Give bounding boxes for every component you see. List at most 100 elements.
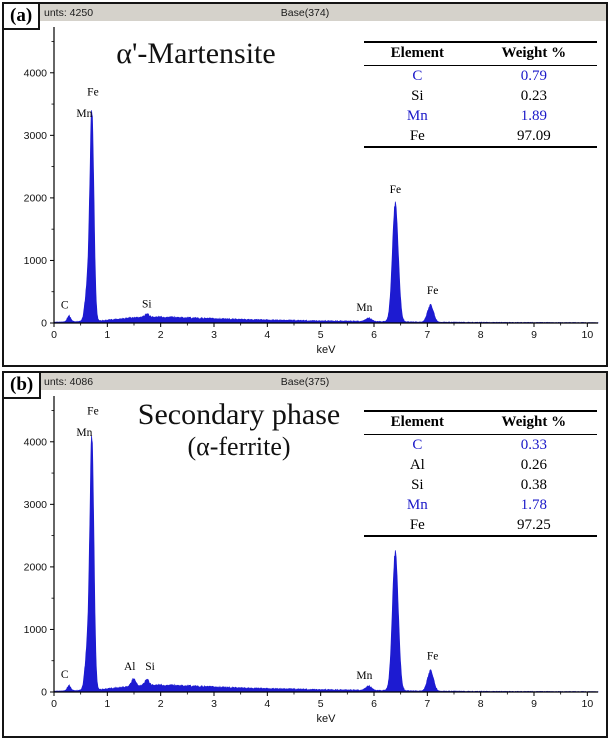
eds-table-row: Mn 1.78 — [364, 495, 597, 515]
element-cell: C — [412, 67, 423, 84]
panel-label-a: (a) — [2, 2, 41, 30]
x-tick-label: 1 — [104, 698, 110, 710]
peak-label: Mn — [356, 302, 372, 314]
x-tick-label: 8 — [478, 329, 484, 341]
peak-label: Mn — [76, 427, 92, 439]
panel-title-b: Secondary phase (α-ferrite) — [74, 398, 404, 461]
peak-label: Fe — [427, 650, 439, 662]
spectrum-header-bar: unts: 4086 Base(375) — [4, 373, 606, 390]
x-tick-label: 9 — [531, 329, 537, 341]
x-tick-label: 0 — [51, 698, 57, 710]
x-tick-label: 10 — [581, 698, 593, 710]
eds-table-row: Si 0.23 — [364, 86, 597, 106]
weight-percent-cell: 0.79 — [520, 67, 547, 84]
element-cell: Al — [409, 456, 425, 473]
y-tick-label: 4000 — [24, 436, 48, 448]
x-tick-label: 2 — [158, 329, 164, 341]
element-column-header: Element — [364, 411, 471, 435]
x-tick-label: 9 — [531, 698, 537, 710]
panel-title-line2: (α-ferrite) — [187, 431, 291, 461]
x-tick-label: 7 — [424, 698, 430, 710]
x-tick-label: 1 — [104, 329, 110, 341]
y-tick-label: 0 — [41, 687, 47, 699]
peak-label: Si — [145, 661, 155, 673]
x-tick-label: 5 — [318, 698, 324, 710]
weight-percent-cell: 1.89 — [520, 107, 547, 124]
weight-percent-cell: 0.23 — [520, 87, 547, 104]
x-axis-title: keV — [317, 344, 337, 356]
weight-percent-cell: 1.78 — [520, 496, 547, 513]
element-cell: Si — [411, 476, 424, 493]
table-header-row: Element Weight % — [364, 411, 597, 435]
weight-column-header: Weight % — [470, 411, 597, 435]
eds-table-row: Fe 97.09 — [364, 126, 597, 147]
y-tick-label: 0 — [41, 318, 47, 330]
y-tick-label: 3000 — [24, 499, 48, 511]
panel-b: (b) unts: 4086 Base(375) 0 1 2 3 4 5 6 7 8 9 10 0 10… — [2, 371, 608, 738]
peak-label: Mn — [356, 670, 372, 682]
eds-table-row: C 0.79 — [364, 66, 597, 87]
x-tick-label: 7 — [424, 329, 430, 341]
y-tick-label: 2000 — [24, 192, 48, 204]
weight-percent-cell: 97.25 — [516, 516, 551, 533]
peak-label: Si — [142, 298, 152, 310]
counts-label: unts: 4250 — [44, 6, 94, 19]
x-tick-label: 4 — [264, 329, 270, 341]
eds-table-row: C 0.33 — [364, 435, 597, 456]
x-tick-label: 6 — [371, 698, 377, 710]
eds-spectrum-chart-b: 0 1 2 3 4 5 6 7 8 9 10 0 1000 2000 3000 4000 keV Fe Mn C Al S… — [24, 396, 599, 725]
chart-area-a: 0 1 2 3 4 5 6 7 8 9 10 0 1000 2000 3000 4000 keV Fe Mn C Si M… — [4, 21, 606, 365]
eds-table-row: Fe 97.25 — [364, 515, 597, 536]
weight-percent-cell: 0.38 — [520, 476, 547, 493]
peak-label: Fe — [390, 184, 402, 196]
x-tick-label: 4 — [264, 698, 270, 710]
x-axis-title: keV — [317, 713, 337, 725]
panel-title-line1: α'-Martensite — [116, 37, 276, 70]
eds-spectrum-chart-a: 0 1 2 3 4 5 6 7 8 9 10 0 1000 2000 3000 4000 keV Fe Mn C Si M… — [24, 27, 599, 356]
element-cell: Fe — [409, 516, 425, 533]
weight-percent-cell: 0.26 — [520, 456, 547, 473]
element-cell: Mn — [406, 107, 428, 124]
table-header-row: Element Weight % — [364, 42, 597, 66]
base-label: Base(375) — [280, 375, 330, 388]
eds-table-row: Si 0.38 — [364, 475, 597, 495]
x-tick-label: 3 — [211, 698, 217, 710]
x-tick-label: 5 — [318, 329, 324, 341]
peak-label: Fe — [87, 405, 99, 417]
eds-table-row: Mn 1.89 — [364, 106, 597, 126]
spectrum-header-bar: unts: 4250 Base(374) — [4, 4, 606, 21]
eds-table-row: Al 0.26 — [364, 455, 597, 475]
peak-label: C — [61, 300, 69, 312]
y-tick-label: 2000 — [24, 561, 48, 573]
element-cell: Mn — [406, 496, 428, 513]
element-cell: Si — [411, 87, 424, 104]
y-tick-label: 3000 — [24, 130, 48, 142]
peak-label: Fe — [427, 285, 439, 297]
peak-label: Mn — [76, 108, 92, 120]
x-tick-label: 10 — [581, 329, 593, 341]
panel-a: (a) unts: 4250 Base(374) 0 1 2 3 4 5 6 7 8 9 10 0 10… — [2, 2, 608, 367]
x-tick-label: 2 — [158, 698, 164, 710]
x-tick-label: 8 — [478, 698, 484, 710]
peak-label: Al — [124, 661, 136, 673]
element-column-header: Element — [364, 42, 471, 66]
base-label: Base(374) — [280, 6, 330, 19]
panel-title-a: α'-Martensite — [62, 37, 330, 71]
x-tick-label: 3 — [211, 329, 217, 341]
element-cell: Fe — [409, 127, 425, 144]
eds-quant-table-a: Element Weight % C 0.79 Si 0.23 Mn 1.89 Fe 97.0… — [364, 41, 597, 148]
x-tick-label: 6 — [371, 329, 377, 341]
y-tick-label: 1000 — [24, 255, 48, 267]
y-tick-label: 4000 — [24, 67, 48, 79]
element-cell: C — [412, 436, 423, 453]
weight-percent-cell: 0.33 — [520, 436, 547, 453]
weight-percent-cell: 97.09 — [516, 127, 551, 144]
panel-title-line1: Secondary phase — [137, 398, 341, 431]
y-tick-label: 1000 — [24, 624, 48, 636]
panel-label-b: (b) — [2, 371, 42, 399]
peak-label: Fe — [87, 86, 99, 98]
peak-label: C — [61, 669, 69, 681]
chart-area-b: 0 1 2 3 4 5 6 7 8 9 10 0 1000 2000 3000 4000 keV Fe Mn C Al S… — [4, 390, 606, 736]
counts-label: unts: 4086 — [44, 375, 94, 388]
x-tick-label: 0 — [51, 329, 57, 341]
